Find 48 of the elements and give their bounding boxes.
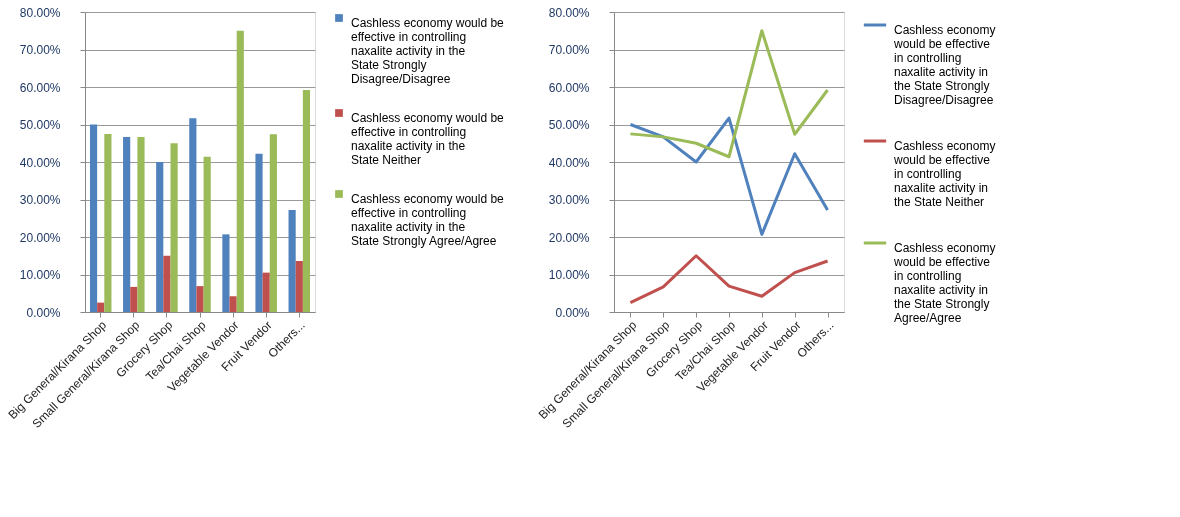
bar xyxy=(236,30,244,312)
y-tick-label: 10.00% xyxy=(19,268,61,282)
bar xyxy=(104,133,112,312)
bar xyxy=(156,162,164,312)
y-tick-label: 70.00% xyxy=(548,43,590,57)
y-tick-label: 70.00% xyxy=(19,43,61,57)
line-series xyxy=(628,116,830,236)
y-tick-label: 40.00% xyxy=(19,155,61,170)
bar xyxy=(262,272,270,312)
legend-label: Cashless economy would be effective in controlling naxalite activity in the State Strongly Disagree/Disagree xyxy=(351,16,505,86)
bar xyxy=(222,234,230,312)
y-tick-label: 80.00% xyxy=(19,5,61,20)
bar xyxy=(269,134,277,312)
y-tick-label: 30.00% xyxy=(548,193,590,207)
bar xyxy=(123,136,131,312)
legend-label: Cashless economy would be effective in controlling naxalite activity in the State Strongly Disagree/Disagree xyxy=(893,23,996,107)
bar xyxy=(288,210,296,312)
y-tick-label: 60.00% xyxy=(548,80,590,95)
legend-label: Cashless economy would be effective in controlling naxalite activity in the State Neither xyxy=(351,111,505,167)
bar xyxy=(255,153,263,312)
legend-label: Cashless economy would be effective in controlling naxalite activity in the State Strongly Agree/Agree xyxy=(893,241,996,325)
bar xyxy=(163,255,171,312)
y-tick-label: 80.00% xyxy=(548,5,590,20)
bar xyxy=(302,90,311,312)
bar xyxy=(189,118,197,312)
y-tick-label: 50.00% xyxy=(19,118,61,132)
bar xyxy=(137,136,145,312)
y-tick-label: 50.00% xyxy=(548,118,590,132)
bar xyxy=(203,156,211,312)
legend-label: Cashless economy would be effective in controlling naxalite activity in the State Strongly Agree/Agree xyxy=(351,192,505,248)
bar xyxy=(295,261,303,312)
legend-label: Cashless economy would be effective in controlling naxalite activity in the State Neither xyxy=(893,139,996,209)
bar xyxy=(130,286,138,312)
y-tick-label: 10.00% xyxy=(548,268,590,282)
line-series xyxy=(628,254,830,305)
bar xyxy=(170,143,178,312)
y-tick-label: 20.00% xyxy=(19,230,61,245)
bar xyxy=(229,296,237,312)
y-tick-label: 30.00% xyxy=(19,193,61,207)
bar xyxy=(89,124,98,312)
y-tick-label: 60.00% xyxy=(19,80,61,95)
bar xyxy=(97,302,105,312)
y-tick-label: 40.00% xyxy=(548,155,590,170)
y-tick-label: 20.00% xyxy=(548,230,590,245)
line-series xyxy=(628,29,830,159)
y-tick-label: 0.00% xyxy=(26,305,61,320)
y-tick-label: 0.00% xyxy=(555,305,590,320)
bar xyxy=(196,286,204,312)
